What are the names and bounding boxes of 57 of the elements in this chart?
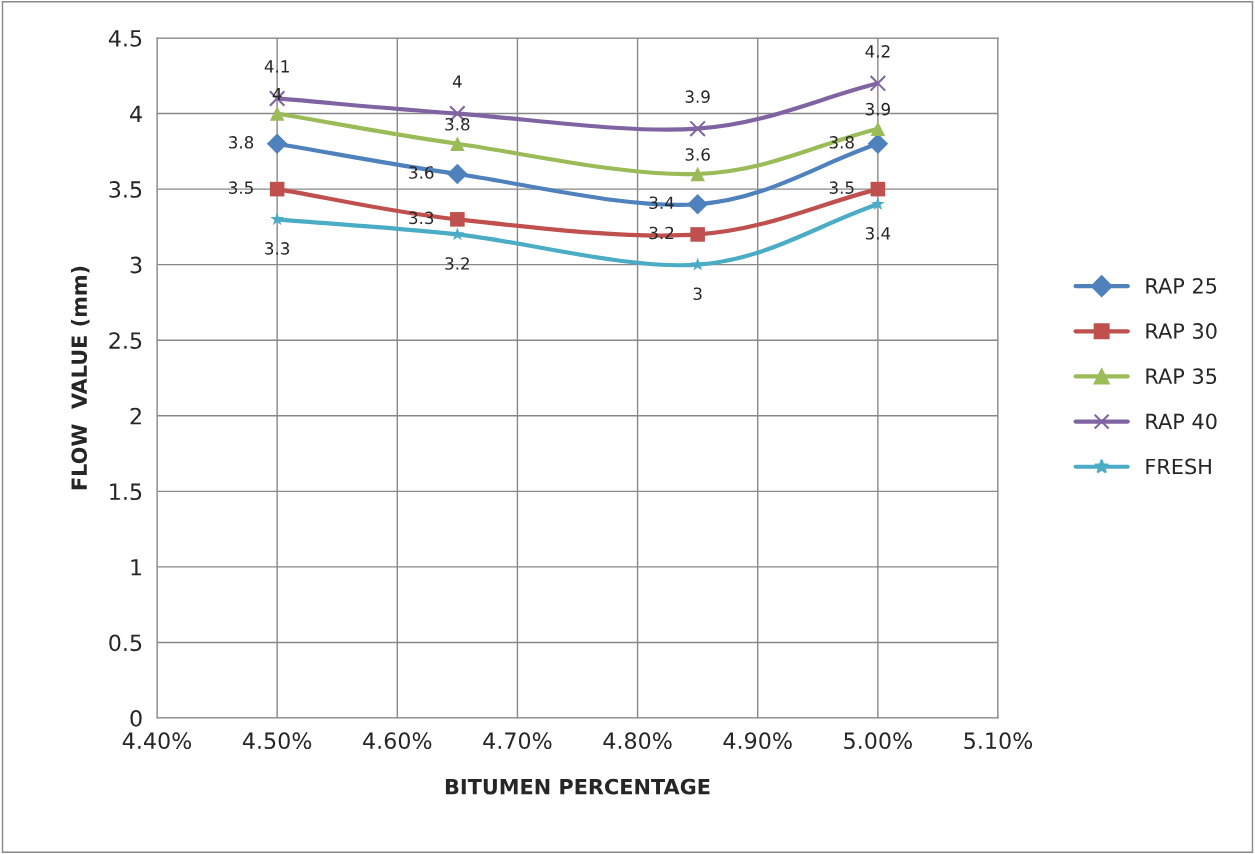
data-label: 3 [693, 287, 702, 301]
x-tick-label: 5.10% [964, 732, 1033, 750]
legend-label: RAP 30 [1146, 323, 1217, 339]
y-tick-label: 3 [130, 256, 142, 274]
y-tick-label: 4 [130, 105, 142, 122]
data-label: 3.6 [409, 166, 434, 179]
x-tick-label: 4.80% [603, 732, 672, 750]
legend-label: RAP 25 [1146, 277, 1217, 294]
x-tick-label: 4.60% [363, 732, 432, 750]
point [870, 196, 885, 211]
x-tick-label: 4.70% [483, 732, 552, 750]
data-label: 3.5 [229, 181, 253, 194]
point [269, 181, 285, 197]
y-axis-title: FLOW VALUE (mm) [70, 266, 90, 490]
y-tick-label: 1 [131, 559, 142, 576]
point [870, 121, 886, 136]
data-label: 3.9 [685, 90, 710, 103]
data-label: 3.9 [865, 102, 890, 116]
legend-label: RAP 35 [1146, 368, 1217, 385]
y-tick-label: 2.5 [109, 332, 142, 349]
point [450, 212, 465, 227]
data-label: 3.3 [265, 242, 290, 255]
data-label: 4 [452, 75, 462, 88]
x-tick-label: 4.40% [122, 732, 192, 750]
data-label: 3.4 [865, 227, 891, 240]
y-tick-label: 1.5 [110, 483, 142, 501]
point [450, 136, 465, 152]
data-label: 3.8 [445, 117, 470, 131]
x-tick-label: 4.50% [242, 732, 312, 750]
data-label: 3.5 [829, 181, 854, 194]
point [690, 257, 705, 271]
point [867, 133, 889, 155]
point [690, 227, 705, 242]
y-tick-label: 0 [130, 709, 142, 727]
legend-label: FRESH [1146, 458, 1211, 475]
point [266, 133, 288, 155]
x-tick-label: 4.90% [723, 732, 792, 750]
data-label: 3.6 [685, 148, 710, 161]
y-tick-label: 0.5 [109, 634, 142, 652]
y-tick-label: 3.5 [109, 181, 142, 198]
y-tick-label: 4.5 [108, 30, 142, 47]
point [690, 166, 705, 182]
point [869, 75, 887, 92]
data-label: 3.8 [229, 136, 254, 149]
y-tick-label: 2 [130, 407, 141, 425]
legend-label: RAP 40 [1146, 413, 1217, 430]
x-axis-title: BITUMEN PERCENTAGE [445, 778, 710, 795]
point [270, 212, 285, 226]
point [870, 181, 886, 197]
point [687, 193, 708, 215]
data-label: 4.2 [865, 45, 890, 58]
x-tick-label: 5.00% [844, 732, 912, 750]
point [269, 106, 285, 121]
point [447, 163, 468, 185]
data-label: 4.1 [264, 60, 289, 73]
data-label: 3.2 [445, 257, 469, 270]
point [689, 120, 706, 137]
